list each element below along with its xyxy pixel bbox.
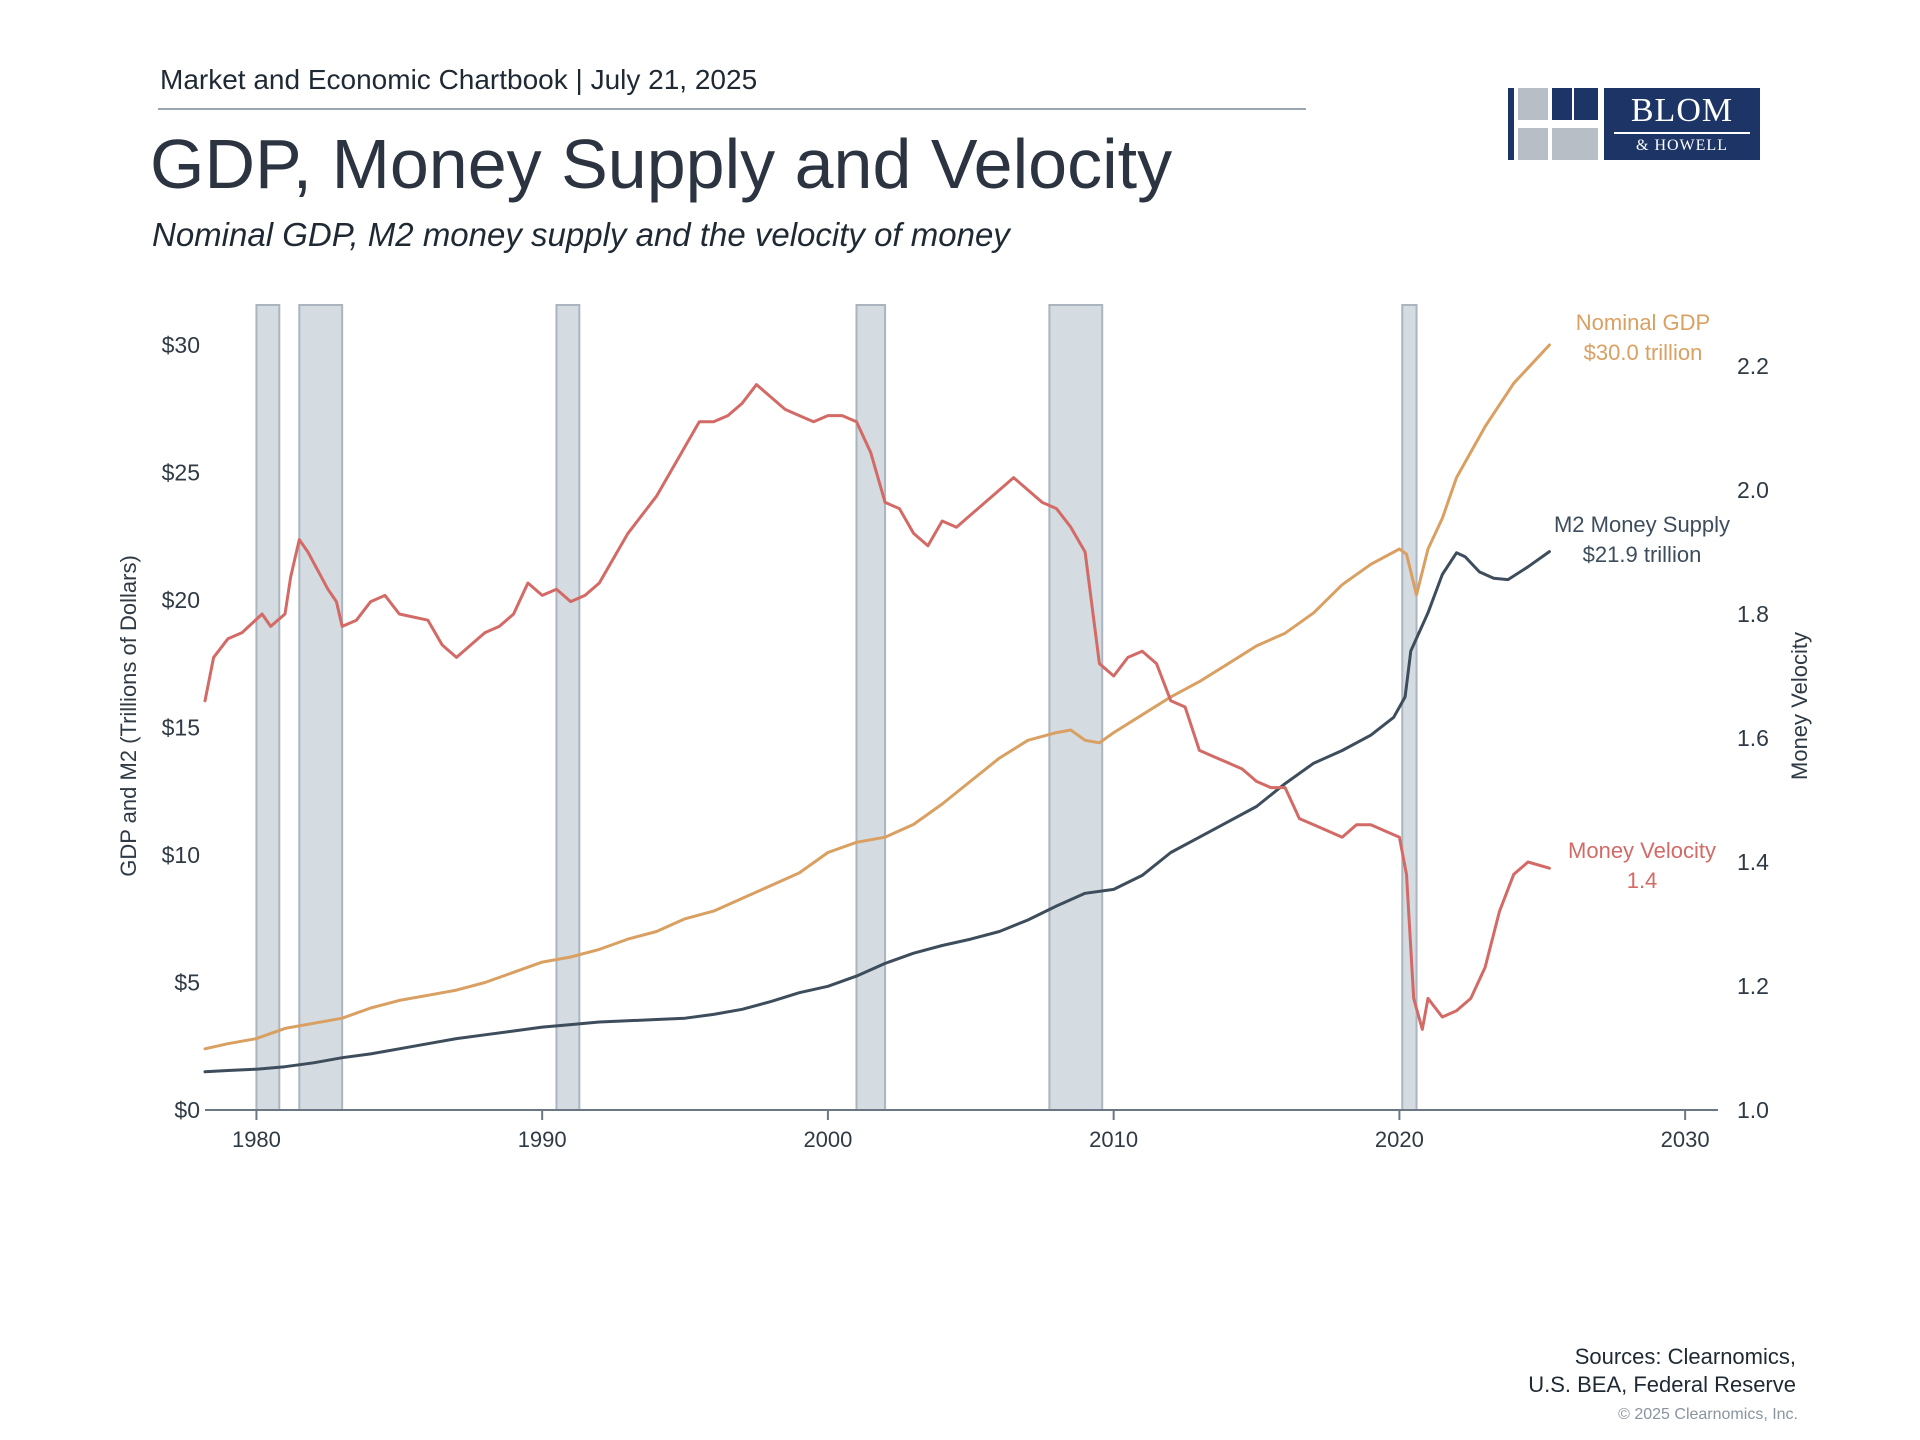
chart-axes: 1980 1990 2000 2010 2020 2030 $0 $5 $10 $15 $20 $25…	[116, 332, 1812, 1152]
y-right-axis-title: Money Velocity	[1787, 632, 1812, 780]
y-right-tick-label: 2.2	[1737, 353, 1769, 379]
series-line-money-velocity	[203, 383, 1551, 1031]
x-tick-label: 2020	[1375, 1127, 1424, 1152]
series-label-name: Nominal GDP	[1576, 310, 1710, 335]
y-left-tick-label: $20	[162, 587, 200, 613]
y-left-tick-label: $0	[174, 1097, 200, 1123]
y-right-tick-label: 1.6	[1737, 725, 1769, 751]
chart-series	[203, 343, 1551, 1074]
series-label-value: $21.9 trillion	[1583, 542, 1702, 567]
recession-band	[855, 304, 887, 1111]
sources-note: Sources: Clearnomics, U.S. BEA, Federal …	[1528, 1343, 1796, 1399]
series-label-value: 1.4	[1627, 868, 1658, 893]
series-line-nominal-gdp	[203, 343, 1551, 1051]
y-left-tick-label: $15	[162, 715, 200, 741]
sources-line-2: U.S. BEA, Federal Reserve	[1528, 1372, 1796, 1397]
sources-line-1: Sources: Clearnomics,	[1574, 1344, 1796, 1369]
series-label-value: $30.0 trillion	[1584, 340, 1703, 365]
report-kicker: Market and Economic Chartbook | July 21,…	[160, 64, 758, 95]
series-label-name: M2 Money Supply	[1554, 512, 1730, 537]
x-tick-label: 1990	[518, 1127, 567, 1152]
recession-bands	[255, 304, 1418, 1111]
y-right-tick-label: 1.2	[1737, 973, 1769, 999]
y-right-tick-label: 1.8	[1737, 601, 1769, 627]
recession-band	[555, 304, 581, 1111]
x-tick-label: 2000	[803, 1127, 852, 1152]
series-line-m2-money-supply	[203, 550, 1551, 1074]
recession-band	[1048, 304, 1104, 1111]
header-rule	[158, 108, 1306, 110]
y-left-tick-label: $25	[162, 460, 200, 486]
y-left-tick-label: $30	[162, 332, 200, 358]
logo-name: BLOM	[1630, 92, 1734, 129]
y-left-axis-title: GDP and M2 (Trillions of Dollars)	[116, 555, 141, 877]
recession-band	[298, 304, 344, 1111]
y-right-tick-label: 1.4	[1737, 849, 1769, 875]
logo-mark-icon	[1508, 88, 1598, 160]
x-tick-label: 2030	[1661, 1127, 1710, 1152]
y-left-tick-label: $10	[162, 842, 200, 868]
y-right-tick-label: 1.0	[1737, 1097, 1769, 1123]
y-left-tick-label: $5	[174, 970, 200, 996]
series-label-name: Money Velocity	[1568, 838, 1716, 863]
logo-sub: & HOWELL	[1614, 132, 1750, 156]
y-right-tick-label: 2.0	[1737, 477, 1769, 503]
page-title: GDP, Money Supply and Velocity	[150, 125, 1173, 203]
copyright: © 2025 Clearnomics, Inc.	[1618, 1406, 1798, 1423]
x-tick-label: 2010	[1089, 1127, 1138, 1152]
chart-labels: Nominal GDP $30.0 trillion M2 Money Supply…	[1554, 310, 1730, 893]
logo-wordmark: BLOM & HOWELL	[1604, 88, 1760, 160]
recession-band	[255, 304, 281, 1111]
company-logo: BLOM & HOWELL	[1508, 88, 1760, 160]
x-tick-label: 1980	[232, 1127, 281, 1152]
page-subtitle: Nominal GDP, M2 money supply and the vel…	[152, 216, 1010, 253]
